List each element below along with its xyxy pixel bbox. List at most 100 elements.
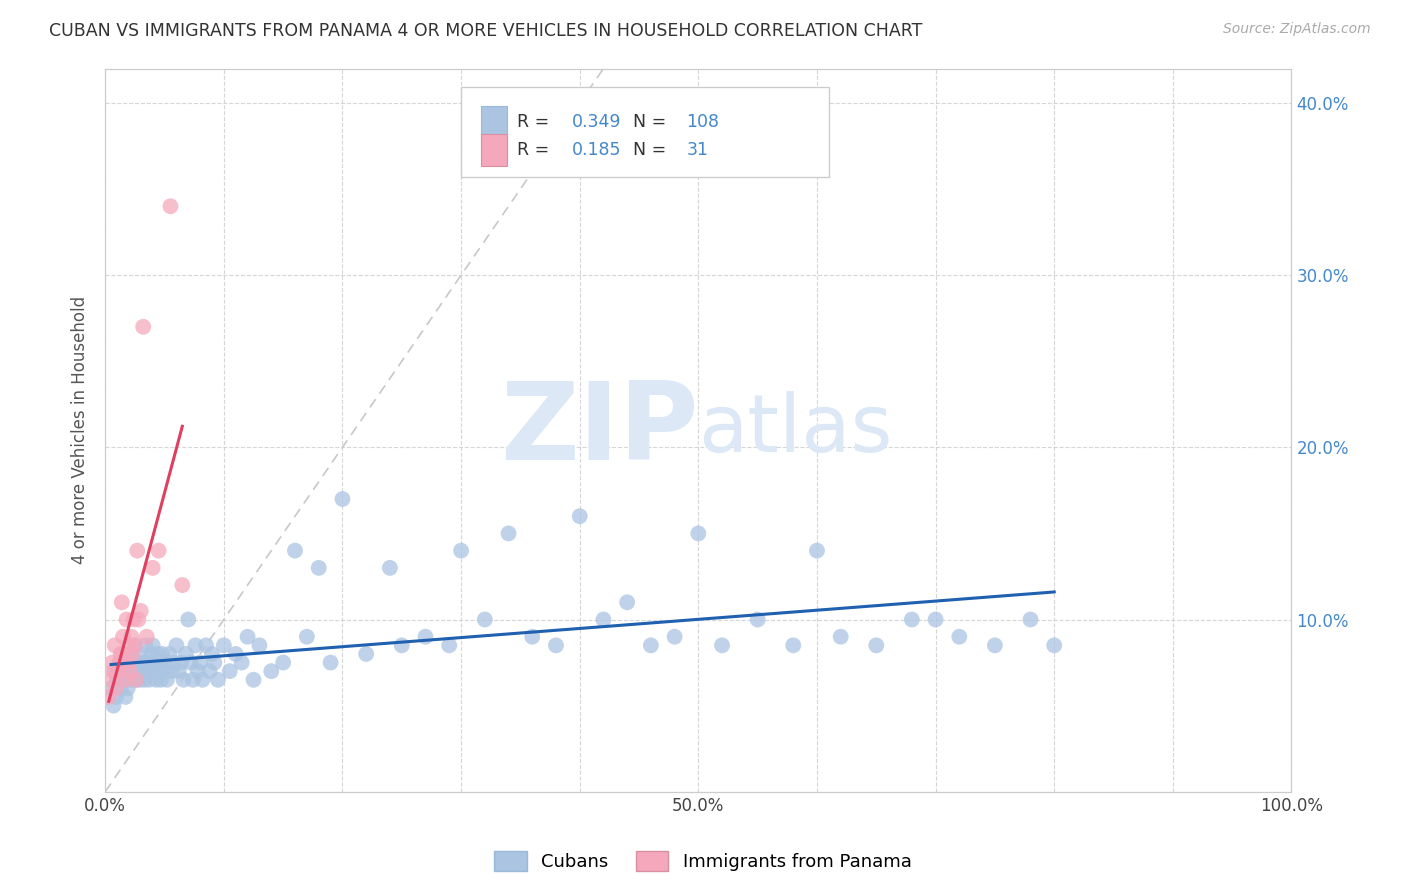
Point: [141, 647, 163, 661]
Point: [474, 613, 496, 627]
Point: [124, 638, 146, 652]
Text: N =: N =: [633, 112, 672, 131]
Point: [415, 630, 437, 644]
Point: [142, 561, 165, 575]
Text: ZIP: ZIP: [501, 377, 699, 483]
Point: [125, 673, 148, 687]
Point: [152, 664, 174, 678]
Point: [97, 690, 120, 704]
Point: [103, 698, 125, 713]
Point: [319, 656, 342, 670]
Point: [173, 673, 195, 687]
Text: 31: 31: [686, 141, 709, 159]
Point: [142, 664, 165, 678]
Text: atlas: atlas: [699, 391, 893, 469]
Point: [136, 656, 159, 670]
Point: [117, 656, 139, 670]
Point: [948, 630, 970, 644]
Point: [218, 664, 240, 678]
Point: [145, 673, 167, 687]
Point: [111, 664, 134, 678]
Point: [181, 673, 204, 687]
Point: [104, 690, 127, 704]
Text: R =: R =: [517, 141, 554, 159]
Point: [1019, 613, 1042, 627]
Point: [202, 656, 225, 670]
Point: [150, 647, 173, 661]
Point: [242, 673, 264, 687]
Point: [110, 647, 132, 661]
Point: [135, 638, 157, 652]
Point: [378, 561, 401, 575]
Point: [184, 638, 207, 652]
Point: [198, 664, 221, 678]
Point: [105, 673, 128, 687]
Point: [127, 543, 149, 558]
Point: [111, 630, 134, 644]
Point: [901, 613, 924, 627]
Point: [207, 673, 229, 687]
Point: [114, 690, 136, 704]
Point: [114, 673, 136, 687]
Point: [163, 656, 186, 670]
Point: [101, 656, 124, 670]
Y-axis label: 4 or more Vehicles in Household: 4 or more Vehicles in Household: [72, 296, 89, 564]
Point: [830, 630, 852, 644]
Point: [153, 656, 176, 670]
Point: [806, 543, 828, 558]
Point: [121, 647, 143, 661]
Point: [174, 647, 197, 661]
Point: [188, 656, 211, 670]
Point: [138, 673, 160, 687]
Point: [132, 319, 155, 334]
Point: [616, 595, 638, 609]
Point: [284, 543, 307, 558]
Point: [191, 673, 214, 687]
Point: [640, 638, 662, 652]
FancyBboxPatch shape: [481, 134, 508, 167]
Point: [100, 681, 122, 696]
Point: [295, 630, 318, 644]
Point: [165, 638, 187, 652]
Point: [439, 638, 461, 652]
Point: [271, 656, 294, 670]
Point: [127, 656, 149, 670]
Point: [131, 664, 153, 678]
Point: [522, 630, 544, 644]
Point: [865, 638, 887, 652]
Point: [104, 664, 127, 678]
Point: [110, 681, 132, 696]
Point: [148, 664, 170, 678]
Point: [118, 664, 141, 678]
Text: 108: 108: [686, 112, 720, 131]
Point: [180, 656, 202, 670]
Point: [592, 613, 614, 627]
Point: [332, 491, 354, 506]
Point: [149, 673, 172, 687]
Point: [187, 664, 209, 678]
Point: [104, 681, 127, 696]
Point: [134, 673, 156, 687]
Point: [249, 638, 271, 652]
Point: [159, 199, 181, 213]
Point: [120, 664, 142, 678]
Point: [391, 638, 413, 652]
Point: [225, 647, 247, 661]
Point: [568, 509, 591, 524]
Point: [125, 673, 148, 687]
Point: [212, 638, 235, 652]
FancyBboxPatch shape: [481, 105, 508, 138]
Point: [156, 673, 179, 687]
Point: [127, 613, 149, 627]
Point: [108, 656, 131, 670]
Legend: Cubans, Immigrants from Panama: Cubans, Immigrants from Panama: [488, 844, 918, 879]
Point: [231, 656, 253, 670]
Point: [100, 673, 122, 687]
Point: [148, 543, 170, 558]
Point: [172, 578, 194, 592]
FancyBboxPatch shape: [461, 87, 828, 177]
Point: [157, 647, 180, 661]
Point: [128, 673, 150, 687]
Point: [308, 561, 330, 575]
Point: [143, 656, 166, 670]
